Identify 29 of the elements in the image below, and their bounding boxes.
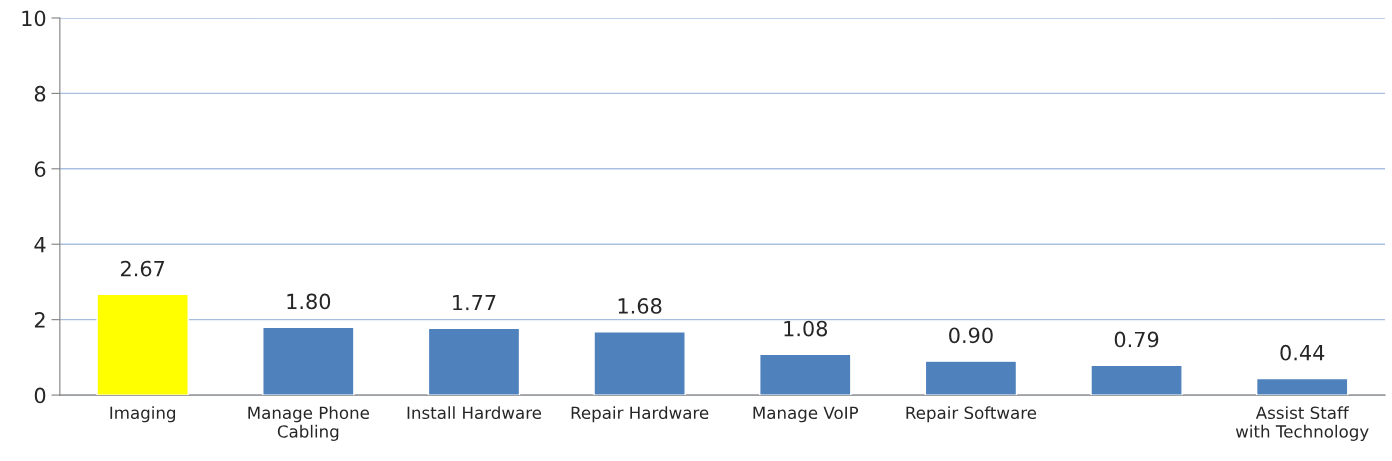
data-label: 1.68 [618, 298, 662, 314]
x-tick-label: Install Hardware [407, 406, 542, 420]
data-label: 1.80 [287, 293, 331, 310]
y-tick-label: 10 [22, 10, 46, 27]
x-tick-label: Imaging [110, 406, 176, 423]
x-tick-label: Manage Phone Cabling [248, 406, 369, 441]
bar [96, 293, 189, 396]
x-tick-label: Repair Hardware [571, 406, 709, 423]
x-tick-label: Manage VoIP [753, 406, 859, 423]
bar [1255, 377, 1349, 396]
bar [759, 353, 852, 396]
y-tick-label: 4 [34, 236, 46, 253]
data-label: 0.79 [1114, 331, 1159, 348]
data-label: 1.08 [784, 320, 828, 337]
bar [593, 331, 686, 396]
y-tick-label: 2 [34, 312, 45, 328]
data-label: 1.77 [453, 294, 496, 311]
x-tick-label: Repair Software [906, 406, 1037, 423]
y-tick-label: 0 [34, 387, 46, 404]
y-tick-label: 6 [34, 161, 46, 178]
bar [262, 326, 355, 396]
x-tick-label: Assist Staff with Technology [1235, 406, 1369, 441]
bar [924, 360, 1018, 396]
data-label: 2.67 [121, 260, 165, 277]
bar [427, 327, 521, 396]
data-label: 0.90 [949, 327, 993, 344]
data-label: 0.44 [1280, 344, 1325, 361]
y-tick-label: 8 [34, 85, 46, 102]
bar [1090, 364, 1183, 396]
